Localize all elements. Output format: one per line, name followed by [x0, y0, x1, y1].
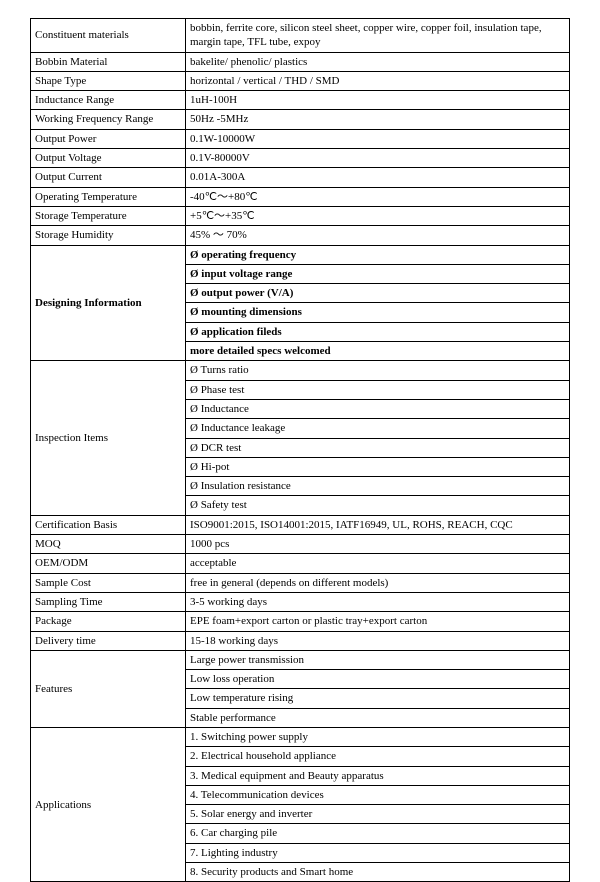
spec-table: Constituent materialsbobbin, ferrite cor…: [30, 18, 570, 882]
row-value: 6. Car charging pile: [186, 824, 570, 843]
row-value: 1uH-100H: [186, 91, 570, 110]
row-label: Constituent materials: [31, 19, 186, 53]
table-row: PackageEPE foam+export carton or plastic…: [31, 612, 570, 631]
row-label: Package: [31, 612, 186, 631]
row-label: OEM/ODM: [31, 554, 186, 573]
row-value: 0.1V-80000V: [186, 149, 570, 168]
row-value: +5℃～+35℃: [186, 206, 570, 225]
row-value: 4. Telecommunication devices: [186, 785, 570, 804]
table-row: Shape Typehorizontal / vertical / THD / …: [31, 71, 570, 90]
row-label: Sampling Time: [31, 592, 186, 611]
row-label: Storage Humidity: [31, 226, 186, 245]
table-row: Sample Costfree in general (depends on d…: [31, 573, 570, 592]
table-row: Certification BasisISO9001:2015, ISO1400…: [31, 515, 570, 534]
table-row: Operating Temperature-40℃～+80℃: [31, 187, 570, 206]
row-label: Certification Basis: [31, 515, 186, 534]
row-value: 45% ～ 70%: [186, 226, 570, 245]
row-value: Ø DCR test: [186, 438, 570, 457]
row-value: ISO9001:2015, ISO14001:2015, IATF16949, …: [186, 515, 570, 534]
row-label: Features: [31, 650, 186, 727]
row-value: Ø input voltage range: [186, 264, 570, 283]
row-value: Ø Safety test: [186, 496, 570, 515]
table-row: Designing InformationØ operating frequen…: [31, 245, 570, 264]
table-row: Storage Humidity45% ～ 70%: [31, 226, 570, 245]
table-row: Output Power0.1W-10000W: [31, 129, 570, 148]
table-row: Working Frequency Range50Hz -5MHz: [31, 110, 570, 129]
row-value: EPE foam+export carton or plastic tray+e…: [186, 612, 570, 631]
row-value: 2. Electrical household appliance: [186, 747, 570, 766]
row-label: Designing Information: [31, 245, 186, 361]
row-label: Output Current: [31, 168, 186, 187]
row-label: Working Frequency Range: [31, 110, 186, 129]
row-value: Low temperature rising: [186, 689, 570, 708]
table-row: OEM/ODMacceptable: [31, 554, 570, 573]
row-value: more detailed specs welcomed: [186, 342, 570, 361]
row-value: 3-5 working days: [186, 592, 570, 611]
row-label: Output Power: [31, 129, 186, 148]
row-label: Bobbin Material: [31, 52, 186, 71]
row-value: horizontal / vertical / THD / SMD: [186, 71, 570, 90]
row-value: 15-18 working days: [186, 631, 570, 650]
row-label: Sample Cost: [31, 573, 186, 592]
row-label: MOQ: [31, 535, 186, 554]
row-value: Ø output power (V/A): [186, 284, 570, 303]
row-label: Inspection Items: [31, 361, 186, 515]
row-value: 7. Lighting industry: [186, 843, 570, 862]
row-label: Output Voltage: [31, 149, 186, 168]
table-row: Constituent materialsbobbin, ferrite cor…: [31, 19, 570, 53]
table-row: Inductance Range1uH-100H: [31, 91, 570, 110]
row-value: Ø Phase test: [186, 380, 570, 399]
row-value: free in general (depends on different mo…: [186, 573, 570, 592]
row-label: Inductance Range: [31, 91, 186, 110]
row-label: Shape Type: [31, 71, 186, 90]
row-value: Stable performance: [186, 708, 570, 727]
row-value: 3. Medical equipment and Beauty apparatu…: [186, 766, 570, 785]
row-value: bobbin, ferrite core, silicon steel shee…: [186, 19, 570, 53]
row-value: Ø Inductance: [186, 399, 570, 418]
row-label: Delivery time: [31, 631, 186, 650]
row-value: 50Hz -5MHz: [186, 110, 570, 129]
row-value: Ø mounting dimensions: [186, 303, 570, 322]
table-row: Delivery time15-18 working days: [31, 631, 570, 650]
row-value: Ø application fileds: [186, 322, 570, 341]
row-value: Ø Hi-pot: [186, 457, 570, 476]
row-value: -40℃～+80℃: [186, 187, 570, 206]
row-label: Storage Temperature: [31, 206, 186, 225]
table-row: Inspection ItemsØ Turns ratio: [31, 361, 570, 380]
row-value: 8. Security products and Smart home: [186, 863, 570, 882]
row-value: 5. Solar energy and inverter: [186, 805, 570, 824]
table-row: Output Voltage0.1V-80000V: [31, 149, 570, 168]
row-value: 1000 pcs: [186, 535, 570, 554]
row-value: Ø Turns ratio: [186, 361, 570, 380]
row-value: 0.1W-10000W: [186, 129, 570, 148]
row-value: 0.01A-300A: [186, 168, 570, 187]
row-value: Ø Insulation resistance: [186, 477, 570, 496]
row-label: Operating Temperature: [31, 187, 186, 206]
table-row: Sampling Time3-5 working days: [31, 592, 570, 611]
row-value: Ø Inductance leakage: [186, 419, 570, 438]
table-row: Bobbin Materialbakelite/ phenolic/ plast…: [31, 52, 570, 71]
row-value: Large power transmission: [186, 650, 570, 669]
table-row: MOQ1000 pcs: [31, 535, 570, 554]
table-row: FeaturesLarge power transmission: [31, 650, 570, 669]
row-value: acceptable: [186, 554, 570, 573]
row-value: Low loss operation: [186, 670, 570, 689]
spec-table-body: Constituent materialsbobbin, ferrite cor…: [31, 19, 570, 882]
row-label: Applications: [31, 727, 186, 881]
row-value: bakelite/ phenolic/ plastics: [186, 52, 570, 71]
table-row: Storage Temperature+5℃～+35℃: [31, 206, 570, 225]
row-value: Ø operating frequency: [186, 245, 570, 264]
table-row: Output Current0.01A-300A: [31, 168, 570, 187]
